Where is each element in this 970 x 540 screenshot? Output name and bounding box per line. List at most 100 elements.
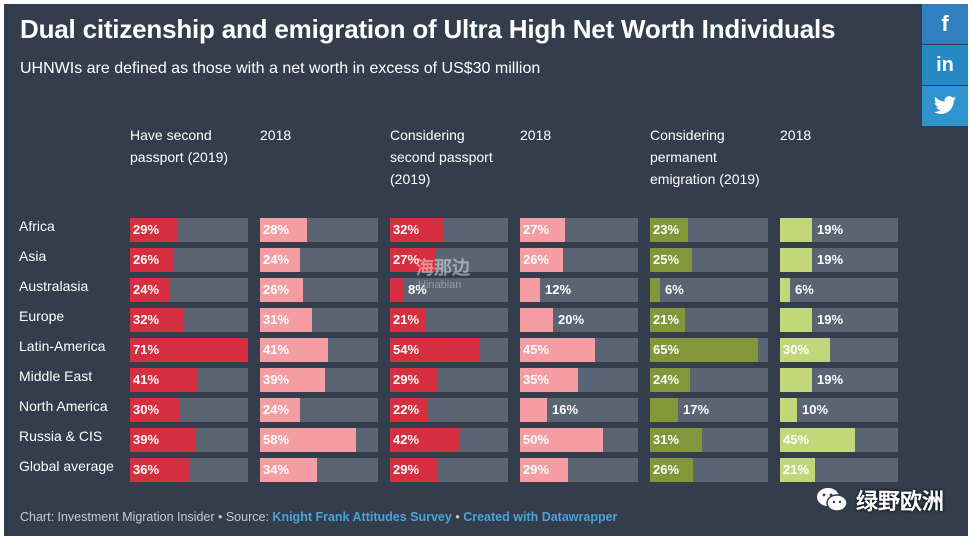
data-label: 6%: [665, 282, 684, 297]
column-header: 2018: [780, 127, 812, 143]
bar: [520, 368, 578, 392]
bar: [520, 458, 568, 482]
bar: [780, 308, 812, 332]
data-label: 24%: [263, 252, 290, 267]
bar: [260, 308, 312, 332]
data-label: 21%: [393, 312, 420, 327]
data-label: 29%: [393, 372, 420, 387]
bar: [520, 248, 563, 272]
bar-track: 27%: [520, 218, 638, 242]
bar-track: 36%: [130, 458, 248, 482]
bar: [390, 218, 443, 242]
bar: [390, 368, 438, 392]
bar: [650, 308, 685, 332]
bar: [390, 278, 403, 302]
bar: [650, 338, 758, 362]
twitter-icon: [934, 96, 956, 114]
bar: [520, 398, 547, 422]
bar-track: 10%: [780, 398, 898, 422]
bar-track: 45%: [520, 338, 638, 362]
bar-track: 22%: [390, 398, 508, 422]
bar-track: 23%: [650, 218, 768, 242]
bar-track: 21%: [650, 308, 768, 332]
footer-separator: •: [455, 510, 460, 524]
data-label: 29%: [393, 462, 420, 477]
row-label: Latin-America: [19, 338, 106, 354]
data-label: 19%: [817, 222, 844, 237]
bar-track: 58%: [260, 428, 378, 452]
bar: [390, 398, 427, 422]
column-header: Considering second passport (2019): [390, 127, 493, 187]
bar: [520, 278, 540, 302]
bar: [780, 428, 855, 452]
chart-title: Dual citizenship and emigration of Ultra…: [20, 14, 836, 44]
bar-track: 27%: [390, 248, 508, 272]
column-header: 2018: [260, 127, 292, 143]
facebook-icon: f: [941, 11, 949, 36]
data-label: 19%: [817, 252, 844, 267]
bar: [650, 248, 692, 272]
data-label: 58%: [263, 432, 290, 447]
data-label: 45%: [523, 342, 550, 357]
source-link[interactable]: Knight Frank Attitudes Survey: [272, 510, 452, 524]
bar-track: 50%: [520, 428, 638, 452]
bar: [390, 458, 438, 482]
data-label: 26%: [653, 462, 680, 477]
linkedin-share-button[interactable]: in: [922, 45, 968, 85]
bar-track: 19%: [780, 368, 898, 392]
data-label: 31%: [263, 312, 290, 327]
bar-track: 30%: [780, 338, 898, 362]
datawrapper-link[interactable]: Created with Datawrapper: [463, 510, 618, 524]
bar-track: 39%: [260, 368, 378, 392]
share-bar: f in: [922, 4, 968, 127]
twitter-share-button[interactable]: [922, 86, 968, 126]
data-label: 26%: [133, 252, 160, 267]
bar-track: 17%: [650, 398, 768, 422]
bar-track: 26%: [520, 248, 638, 272]
bar-track: 24%: [650, 368, 768, 392]
bar: [390, 428, 460, 452]
bar: [780, 218, 812, 242]
bar-track: 45%: [780, 428, 898, 452]
bar: [260, 278, 303, 302]
wechat-badge: 绿野欧洲: [816, 484, 944, 516]
data-label: 39%: [263, 372, 290, 387]
linkedin-icon: in: [936, 53, 954, 76]
data-label: 6%: [795, 282, 814, 297]
bar: [650, 428, 702, 452]
bar: [260, 368, 325, 392]
data-label: 34%: [263, 462, 290, 477]
data-label: 26%: [263, 282, 290, 297]
data-label: 19%: [817, 312, 844, 327]
bar-track: 29%: [520, 458, 638, 482]
data-label: 24%: [263, 402, 290, 417]
data-label: 21%: [783, 462, 810, 477]
bar: [130, 248, 173, 272]
bar: [520, 338, 595, 362]
bar-track: 12%: [520, 278, 638, 302]
bar-track: 21%: [780, 458, 898, 482]
bar-track: 25%: [650, 248, 768, 272]
chart-footer: Chart: Investment Migration Insider • So…: [20, 510, 617, 524]
bar: [650, 368, 690, 392]
bar-track: 41%: [260, 338, 378, 362]
bar: [520, 428, 603, 452]
data-label: 50%: [523, 432, 550, 447]
bar-track: 24%: [260, 248, 378, 272]
bar-track: 71%: [130, 338, 248, 362]
bar-track: 31%: [650, 428, 768, 452]
bar-track: 26%: [260, 278, 378, 302]
data-label: 42%: [393, 432, 420, 447]
bar: [130, 458, 190, 482]
bar: [650, 278, 660, 302]
data-label: 54%: [393, 342, 420, 357]
bar-track: 42%: [390, 428, 508, 452]
bar: [130, 278, 170, 302]
data-label: 41%: [263, 342, 290, 357]
data-label: 23%: [653, 222, 680, 237]
bar: [650, 458, 693, 482]
data-label: 32%: [133, 312, 160, 327]
row-label: Australasia: [19, 278, 89, 294]
facebook-share-button[interactable]: f: [922, 4, 968, 44]
bar: [390, 338, 480, 362]
